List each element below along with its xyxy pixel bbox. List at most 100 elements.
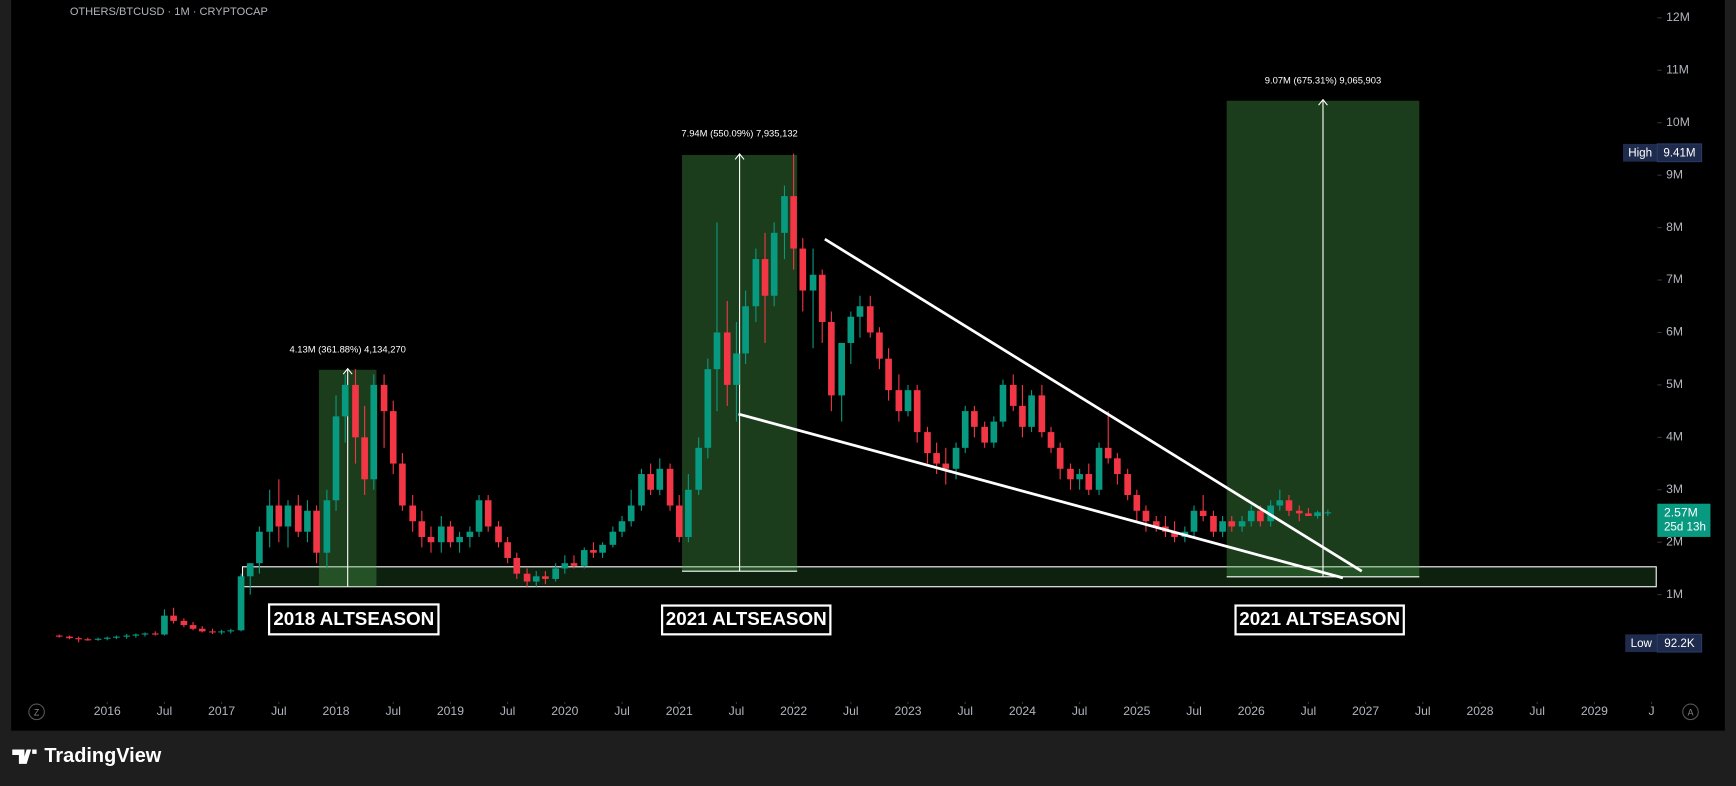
high-text: High [1628, 146, 1652, 159]
candle [638, 468, 645, 511]
candle-body [1219, 521, 1226, 532]
high-label: High 9.41M [1623, 143, 1703, 163]
candle-body [1047, 432, 1055, 448]
candle-body [180, 620, 188, 626]
candle [332, 395, 340, 511]
candle [180, 618, 188, 628]
x-tick-label: J [1649, 704, 1655, 718]
x-tick-label: 2019 [437, 704, 464, 718]
candle-body [609, 531, 617, 545]
candle [752, 248, 760, 322]
candle [399, 453, 406, 511]
label-bg [1656, 143, 1703, 163]
candle [484, 495, 492, 532]
candle [895, 374, 903, 422]
candle [361, 405, 368, 496]
button-text: Z [34, 707, 40, 717]
x-tick-label: 2025 [1123, 704, 1150, 718]
brand-logo [12, 749, 37, 764]
candle [561, 555, 569, 574]
candle-body [1019, 405, 1026, 427]
candle [723, 300, 731, 406]
candle-body [1247, 510, 1255, 522]
season-label: 2018 ALTSEASON [267, 603, 440, 636]
candle-body [189, 625, 197, 629]
candle [456, 531, 463, 553]
last-price-label: 2.57M 25d 13h [1657, 503, 1711, 537]
candle-body [1133, 495, 1141, 511]
candle-body [399, 463, 406, 506]
candle [266, 489, 274, 548]
candle-body [170, 615, 177, 621]
candle-body [1104, 447, 1112, 459]
candle-body [561, 563, 569, 569]
candle [981, 421, 988, 448]
candle [856, 295, 864, 338]
candle [913, 384, 921, 443]
candle-body [1009, 384, 1017, 406]
candle-body [94, 638, 102, 640]
candle [161, 609, 168, 636]
candle-body [1142, 510, 1150, 522]
candle [103, 636, 111, 641]
candle [1295, 505, 1303, 522]
candle [818, 269, 826, 343]
candle-body [1276, 500, 1284, 506]
candle-body [627, 505, 635, 522]
candle [590, 542, 597, 558]
auto-scale-button[interactable]: Z [28, 703, 45, 721]
candle [218, 629, 225, 635]
x-tick-label: 2026 [1238, 704, 1265, 718]
candle-body [1124, 474, 1131, 496]
x-tick-label: Jul [957, 704, 973, 718]
x-tick-label: 2023 [894, 704, 921, 718]
candle-body [656, 468, 664, 490]
candle-body [799, 248, 807, 291]
candle [304, 500, 311, 543]
measure-label: 7.94M (550.09%) 7,935,132 [681, 127, 797, 138]
candle-body [981, 426, 988, 443]
candle-body [924, 432, 931, 454]
candle-body [818, 274, 826, 322]
candle [847, 311, 855, 364]
candle [828, 311, 835, 412]
candle-body [294, 505, 302, 532]
candle [1247, 505, 1255, 527]
x-tick-label: 2017 [208, 704, 235, 718]
candles [55, 153, 1332, 643]
candle-body [1028, 395, 1035, 427]
season-box [267, 603, 440, 636]
candle-body [313, 510, 320, 553]
candle-body [770, 232, 778, 296]
candle [1238, 515, 1246, 532]
brand[interactable]: TradingView [12, 745, 162, 767]
candle [1095, 442, 1103, 496]
candle [237, 573, 245, 632]
y-tick-label: 10M [1666, 115, 1690, 129]
candle [1085, 463, 1093, 496]
season-label: 2021 ALTSEASON [1234, 604, 1405, 636]
candle [971, 405, 978, 438]
candle [352, 369, 359, 464]
candle [523, 568, 531, 587]
candle [66, 635, 73, 640]
candle [275, 479, 283, 543]
candle-body [695, 447, 702, 490]
candle [704, 358, 712, 459]
x-tick-label: 2029 [1581, 704, 1608, 718]
x-tick-label: 2016 [94, 704, 121, 718]
measure-tool: 7.94M (550.09%) 7,935,132 [681, 127, 798, 572]
candle [542, 571, 549, 585]
auto-button[interactable]: A [1682, 703, 1699, 721]
candle [1076, 468, 1083, 490]
candle-body [1228, 521, 1236, 527]
candle-body [971, 411, 978, 427]
candle [580, 547, 588, 569]
candle [294, 495, 302, 537]
candle [1199, 495, 1207, 522]
candle [380, 374, 388, 448]
measure-label: 9.07M (675.31%) 9,065,903 [1265, 74, 1381, 85]
candle-body [599, 544, 606, 553]
candle-body [713, 332, 721, 370]
candle-body [790, 196, 797, 249]
